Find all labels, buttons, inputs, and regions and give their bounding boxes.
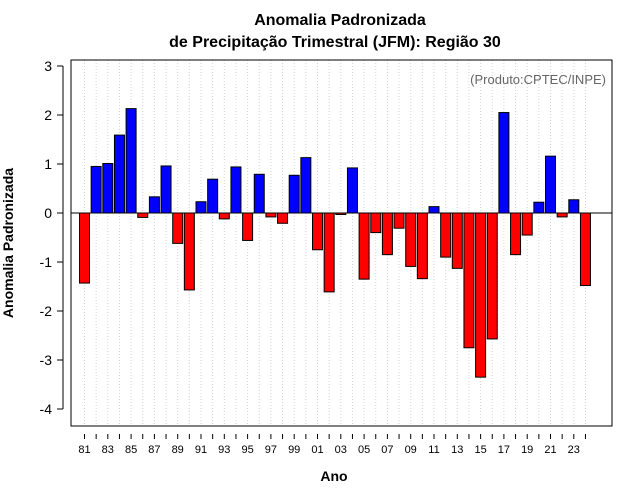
- bar-2011: [428, 206, 440, 214]
- x-tick-label: 05: [358, 444, 370, 456]
- x-tick-label: 99: [288, 444, 300, 456]
- x-tick-label: 09: [405, 444, 417, 456]
- bar-1985: [125, 108, 137, 214]
- x-tick-label: 83: [102, 444, 114, 456]
- x-tick-label: 95: [241, 444, 253, 456]
- x-tick-label: 91: [195, 444, 207, 456]
- x-tick-label: 07: [381, 444, 393, 456]
- y-tick-label: -2: [40, 303, 53, 319]
- x-tick-label: 17: [498, 444, 510, 456]
- x-tick-label: 97: [265, 444, 277, 456]
- bar-1997: [265, 212, 277, 218]
- bar-1992: [207, 178, 219, 214]
- x-axis-title: Ano: [320, 468, 347, 484]
- bar-2012: [440, 212, 452, 258]
- bar-1990: [183, 212, 195, 291]
- bars: [79, 108, 591, 378]
- bar-2002: [323, 212, 335, 293]
- y-axis-title: Anomalia Padronizada: [0, 168, 16, 318]
- bar-2013: [451, 212, 463, 269]
- bar-1995: [242, 212, 254, 241]
- y-tick-label: 2: [44, 107, 52, 123]
- plot-frame: [70, 59, 613, 427]
- bar-1988: [160, 165, 172, 214]
- bar-2021: [545, 155, 556, 214]
- bar-2023: [568, 199, 580, 214]
- bar-2007: [381, 212, 393, 256]
- chart-subtitle: de Precipitação Trimestral (JFM): Região…: [169, 34, 501, 51]
- bar-2020: [533, 201, 545, 214]
- bar-1982: [90, 165, 102, 214]
- bar-1998: [277, 212, 289, 224]
- y-tick-label: -4: [40, 401, 53, 417]
- bar-2016: [486, 212, 498, 340]
- bar-1981: [79, 212, 90, 284]
- bar-2005: [358, 212, 370, 280]
- bar-1987: [148, 196, 160, 214]
- x-tick-label: 01: [311, 444, 323, 456]
- x-tick-label: 21: [544, 444, 556, 456]
- x-axis: 81 83 85 87 89 91 93 95 97 99 01 03 05 07 09 11 13 15 17 19…: [78, 434, 586, 456]
- bar-2008: [393, 212, 405, 229]
- bar-1984: [113, 134, 125, 214]
- bar-2009: [405, 212, 417, 267]
- bar-2015: [475, 212, 487, 378]
- x-tick-label: 19: [521, 444, 533, 456]
- bar-1991: [195, 201, 207, 214]
- x-tick-label: 11: [428, 444, 439, 456]
- y-tick-label: 0: [44, 205, 52, 221]
- x-tick-label: 85: [125, 444, 137, 456]
- bar-2024: [579, 212, 591, 287]
- product-annotation: (Produto:CPTEC/INPE): [470, 72, 606, 87]
- bar-2022: [556, 212, 568, 218]
- bar-2018: [510, 212, 522, 256]
- bar-2019: [521, 212, 533, 236]
- bar-1989: [172, 212, 184, 244]
- x-tick-label: 15: [474, 444, 486, 456]
- x-tick-label: 03: [335, 444, 347, 456]
- bar-2014: [463, 212, 475, 349]
- bar-1994: [230, 166, 242, 214]
- bar-2006: [370, 212, 382, 234]
- x-tick-label: 23: [568, 444, 580, 456]
- y-tick-label: 1: [44, 156, 52, 172]
- bar-1993: [218, 212, 230, 220]
- bar-1999: [288, 174, 300, 214]
- x-tick-label: 93: [218, 444, 230, 456]
- bar-1996: [253, 173, 265, 214]
- bar-1986: [137, 212, 149, 218]
- bar-2000: [300, 157, 312, 214]
- bar-2001: [312, 212, 323, 251]
- chart-title: Anomalia Padronizada: [254, 12, 426, 29]
- y-tick-label: -1: [40, 254, 53, 270]
- y-axis: 3 2 1 0 -1 -2 -3 -4: [40, 58, 64, 417]
- x-tick-label: 81: [78, 444, 90, 456]
- x-tick-label: 13: [451, 444, 463, 456]
- x-tick-label: 87: [148, 444, 160, 456]
- bar-1983: [102, 163, 114, 214]
- bar-2003: [335, 212, 347, 215]
- bar-2010: [416, 212, 428, 280]
- bar-2017: [498, 112, 510, 214]
- y-tick-label: -3: [40, 352, 53, 368]
- bar-2004: [346, 167, 358, 214]
- y-tick-label: 3: [44, 58, 52, 74]
- x-tick-label: 89: [172, 444, 184, 456]
